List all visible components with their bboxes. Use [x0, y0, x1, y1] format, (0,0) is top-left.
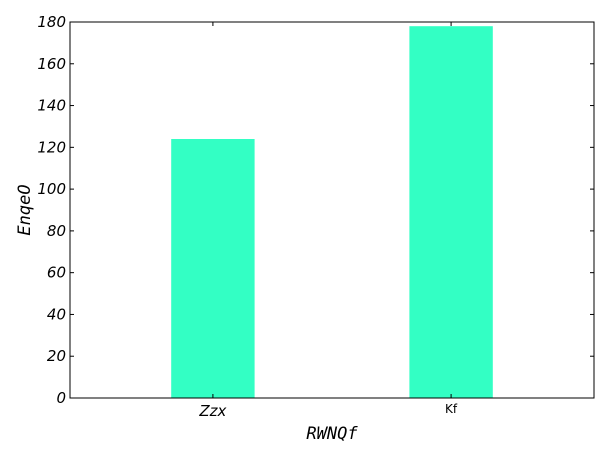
bars-group: [171, 26, 493, 398]
y-tick-label: 20: [47, 347, 66, 365]
y-axis-label: EnqeO: [15, 184, 35, 235]
y-tick-label: 100: [37, 180, 66, 198]
y-tick-label: 140: [37, 97, 66, 115]
y-tick-label: 0: [56, 389, 66, 407]
x-tick-label-zzx: Zzx: [198, 402, 226, 420]
x-axis-label: RWNQf: [306, 424, 358, 444]
x-tick-label-kf: Kf: [445, 402, 458, 416]
plot-frame: [69, 21, 595, 399]
y-tick-label: 180: [37, 13, 66, 31]
bar-zzx: [171, 139, 255, 398]
y-tick-label: 60: [47, 264, 66, 282]
y-tick-label: 80: [47, 222, 66, 240]
y-axis: 0 20 40 60 80 100 120 140 160 180: [37, 13, 594, 407]
x-axis: Zzx Kf: [198, 22, 458, 420]
y-tick-label: 120: [37, 138, 66, 156]
y-tick-label: 40: [47, 305, 66, 323]
bar-kf: [409, 26, 493, 398]
y-tick-label: 160: [37, 55, 66, 73]
